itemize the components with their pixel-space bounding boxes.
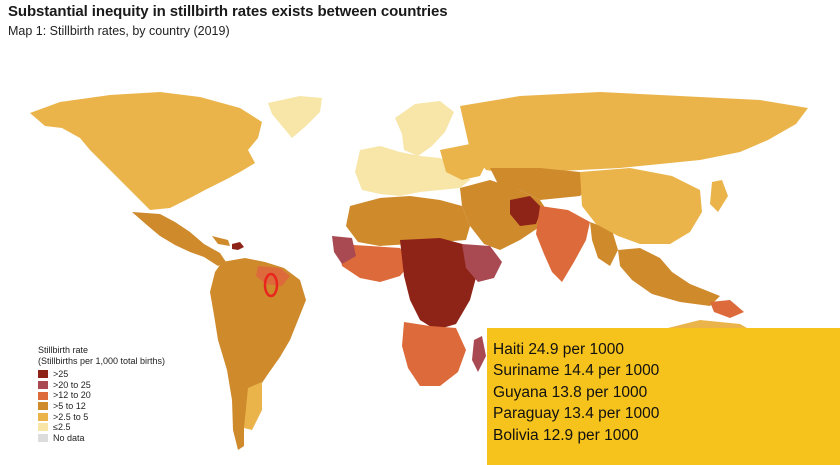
legend-item: >25 xyxy=(38,369,165,380)
legend-subtitle: (Stillbirths per 1,000 total births) xyxy=(38,355,166,366)
callout-row-paraguay: Paraguay 13.4 per 1000 xyxy=(493,405,660,423)
west-africa xyxy=(338,244,412,282)
europe xyxy=(355,146,470,196)
stillbirth-callout-box: Haiti 24.9 per 1000 Suriname 14.4 per 10… xyxy=(487,328,840,465)
legend-item: ≤2.5 xyxy=(38,422,165,433)
pakistan xyxy=(510,196,542,226)
legend-label: >12 to 20 xyxy=(53,390,91,401)
legend-label: ≤2.5 xyxy=(53,422,71,433)
highlight-ring xyxy=(263,272,279,298)
bangladesh-myanmar xyxy=(590,222,618,266)
japan xyxy=(710,180,728,212)
north-america xyxy=(30,92,262,210)
legend-swatch xyxy=(38,381,48,390)
north-africa xyxy=(346,196,470,246)
madagascar xyxy=(472,336,486,372)
legend-title: Stillbirth rate xyxy=(38,345,89,355)
caribbean xyxy=(212,236,230,246)
callout-row-haiti: Haiti 24.9 per 1000 xyxy=(493,341,624,358)
legend-swatch xyxy=(38,391,48,400)
legend-swatch xyxy=(38,412,48,421)
greenland xyxy=(268,96,322,138)
southern-africa xyxy=(402,322,466,386)
legend-label: >2.5 to 5 xyxy=(53,411,89,422)
central-asia xyxy=(490,168,590,200)
west-africa-high xyxy=(332,236,356,264)
legend-item: No data xyxy=(38,433,165,444)
scandinavia xyxy=(395,101,454,156)
papua-new-guinea xyxy=(710,300,744,318)
legend-swatch xyxy=(38,370,48,379)
southeast-asia xyxy=(618,248,720,306)
callout-row-guyana: Guyana 13.8 per 1000 xyxy=(493,383,648,401)
callout-row-bolivia: Bolivia 12.9 per 1000 xyxy=(493,426,639,444)
page-title: Substantial inequity in stillbirth rates… xyxy=(8,3,448,20)
caribbean-haiti xyxy=(232,242,244,250)
legend-item: >5 to 12 xyxy=(38,401,165,412)
legend-label: No data xyxy=(53,432,85,443)
russia xyxy=(460,92,808,174)
legend-item: >12 to 20 xyxy=(38,390,165,401)
legend-label: >20 to 25 xyxy=(53,379,91,390)
legend-item: >2.5 to 5 xyxy=(38,412,165,423)
map-legend: Stillbirth rate (Stillbirths per 1,000 t… xyxy=(38,345,165,443)
legend-swatch xyxy=(38,423,48,432)
china xyxy=(580,168,702,244)
legend-item: >20 to 25 xyxy=(38,380,165,391)
legend-swatch xyxy=(38,402,48,411)
callout-row-suriname: Suriname 14.4 per 1000 xyxy=(493,362,660,380)
mexico-central-america xyxy=(132,212,226,266)
east-africa xyxy=(462,244,502,282)
central-africa xyxy=(400,238,478,330)
legend-items: >25 >20 to 25 >12 to 20 >5 to 12 >2.5 to… xyxy=(38,369,165,443)
south-america xyxy=(210,258,306,450)
legend-label: >25 xyxy=(53,369,69,380)
india xyxy=(536,206,590,282)
map-subtitle: Map 1: Stillbirth rates, by country (201… xyxy=(8,24,230,38)
legend-swatch xyxy=(38,434,48,443)
argentina-south xyxy=(244,382,262,430)
legend-label: >5 to 12 xyxy=(53,400,86,411)
